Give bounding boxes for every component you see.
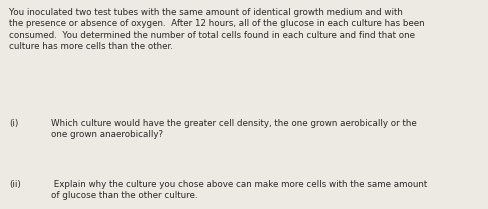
Text: Explain why the culture you chose above can make more cells with the same amount: Explain why the culture you chose above …: [51, 180, 427, 200]
Text: You inoculated two test tubes with the same amount of identical growth medium an: You inoculated two test tubes with the s…: [9, 8, 425, 51]
Text: Which culture would have the greater cell density, the one grown aerobically or : Which culture would have the greater cel…: [51, 119, 417, 139]
Text: (i): (i): [9, 119, 18, 128]
Text: (ii): (ii): [9, 180, 20, 189]
